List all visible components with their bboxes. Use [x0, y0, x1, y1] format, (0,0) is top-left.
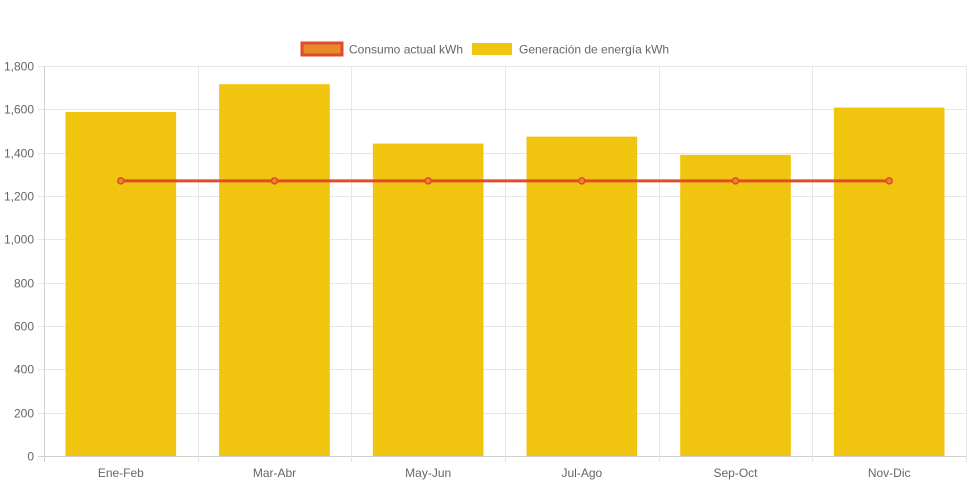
x-tick-label: Nov-Dic [868, 466, 911, 480]
y-tick-label: 400 [14, 363, 34, 377]
y-tick-label: 1,000 [4, 233, 34, 247]
x-tick-label: Jul-Ago [561, 466, 602, 480]
bar-series-generacion [65, 84, 945, 457]
legend-label-consumo: Consumo actual kWh [349, 43, 463, 57]
point-consumo[interactable] [270, 177, 279, 185]
legend: Consumo actual kWh Generación de energía… [300, 41, 669, 57]
x-tick-label: Mar-Abr [253, 466, 296, 480]
point-consumo[interactable] [424, 177, 432, 185]
axes: 0 200 400 600 800 1,000 1,200 1,400 1,600 1,800 En… [4, 60, 911, 481]
y-tick-label: 1,600 [4, 103, 34, 117]
legend-swatch-generacion [472, 43, 512, 55]
point-consumo[interactable] [117, 177, 125, 185]
bar-generacion[interactable] [833, 107, 945, 456]
legend-label-generacion: Generación de energía kWh [519, 43, 669, 57]
x-tick-label: Sep-Oct [713, 466, 758, 480]
point-consumo[interactable] [731, 177, 740, 185]
y-tick-label: 800 [14, 277, 34, 291]
x-tick-label: May-Jun [405, 466, 451, 480]
y-tick-label: 0 [27, 450, 34, 464]
y-tick-label: 600 [14, 320, 34, 334]
y-tick-label: 1,800 [4, 60, 34, 74]
point-consumo[interactable] [578, 177, 586, 185]
line-series-consumo [117, 177, 893, 185]
legend-item-consumo[interactable]: Consumo actual kWh [300, 41, 463, 57]
bar-generacion[interactable] [526, 136, 638, 456]
bar-generacion[interactable] [372, 143, 484, 457]
bar-generacion[interactable] [65, 111, 177, 456]
y-tick-label: 200 [14, 407, 34, 421]
bar-generacion[interactable] [680, 154, 791, 457]
legend-swatch-consumo [300, 41, 344, 57]
point-consumo[interactable] [885, 177, 893, 185]
y-tick-label: 1,400 [4, 147, 34, 161]
x-tick-label: Ene-Feb [98, 466, 144, 480]
legend-item-generacion[interactable]: Generación de energía kWh [472, 43, 669, 57]
grid-lines [38, 66, 967, 462]
y-tick-label: 1,200 [4, 190, 34, 204]
bar-generacion[interactable] [219, 84, 330, 456]
